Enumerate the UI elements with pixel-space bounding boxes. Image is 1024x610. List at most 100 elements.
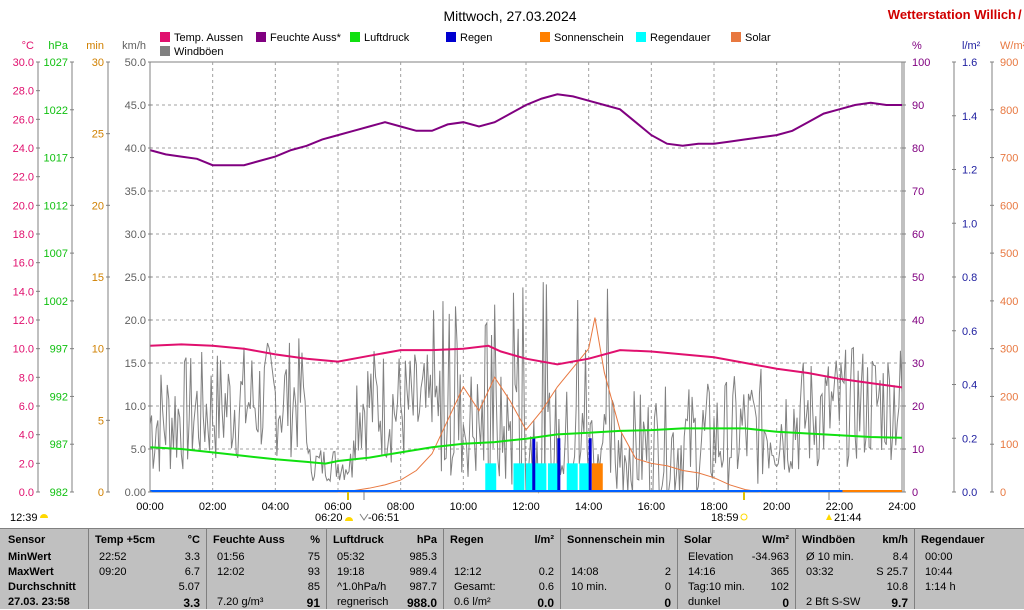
stats-column: Feuchte Auss% 01:56 75 12:02 93 85 7.20 g/m³ 91 [206, 529, 326, 610]
stats-cell-value: 0.2 [538, 566, 554, 578]
stats-column: Regendauer 00:00 10:44 1:14 h [914, 529, 1024, 609]
axis-tick-label: 1012 [44, 200, 68, 212]
axis-tick-label: 60 [912, 229, 924, 241]
axis-tick-label: 1022 [44, 105, 68, 117]
series-luftdruck [149, 427, 903, 465]
axis-tick-label: 30 [912, 358, 924, 370]
stats-cell-value: 6.7 [184, 566, 200, 578]
series-feuchteauss [149, 93, 902, 167]
axis-tick-label: 0 [98, 487, 104, 499]
axis-unit-left: km/h [122, 40, 146, 52]
axis-tick-label: 28.0 [13, 86, 34, 98]
stats-cell-value: -34.963 [751, 551, 789, 563]
axis-tick-label: 4.0 [19, 430, 34, 442]
x-tick-label: 02:00 [199, 501, 227, 513]
axis-tick-label: 0.6 [962, 326, 977, 338]
axis-tick-label: 40 [912, 315, 924, 327]
series-layer [149, 93, 903, 494]
bar-regendauer [485, 463, 497, 492]
stats-cell-value: 0 [664, 596, 671, 610]
x-axis: 00:00 02:00 04:00 06:00 08:00 10:00 12:00 14:00… [136, 501, 916, 513]
stats-cell-value: 0.0 [537, 596, 554, 610]
stats-cell-label: 05:32 [337, 551, 365, 563]
stats-column-unit: % [310, 534, 320, 546]
axis-tick-label: 900 [1000, 57, 1018, 69]
stats-cell-label: Ø 10 min. [806, 551, 854, 563]
x-tick-label: 10:00 [450, 501, 478, 513]
axis-tick-label: 35.0 [125, 186, 146, 198]
stats-row-label: MinWert [8, 551, 52, 563]
axis-tick-label: 992 [50, 391, 68, 403]
event-moon: -06:51 [368, 512, 399, 524]
stats-column-header: Temp +5cm [95, 534, 156, 546]
legend-swatch [160, 46, 170, 56]
axis-tick-label: 16.0 [13, 258, 34, 270]
statistics-table: Sensor MinWert MaxWert Durchschnitt 27.03. 2… [0, 528, 1024, 610]
x-tick-label: 24:00 [888, 501, 916, 513]
x-tick-label: 00:00 [136, 501, 164, 513]
axis-tick-label: 20.0 [125, 315, 146, 327]
x-tick-label: 06:00 [324, 501, 352, 513]
legend-swatch [350, 32, 360, 42]
bar-sonnenschein [591, 463, 603, 492]
bar-regendauer [566, 463, 578, 492]
axis-tick-label: 50.0 [125, 57, 146, 69]
axis-tick-label: 982 [50, 487, 68, 499]
axis-tick-label: 0.0 [962, 487, 977, 499]
axis-tick-label: 15 [92, 272, 104, 284]
axis-tick-label: 20 [92, 200, 104, 212]
legend-swatch [160, 32, 170, 42]
axis-tick-label: 25.0 [125, 272, 146, 284]
axis-tick-label: 10.0 [125, 401, 146, 413]
stats-cell-label: Elevation [688, 551, 734, 563]
stats-row-label: Durchschnitt [8, 581, 76, 593]
stats-cell-value: 10.8 [886, 581, 908, 593]
axis-tick-label: 100 [912, 57, 930, 69]
stats-row-label: MaxWert [8, 566, 54, 578]
legend-swatch [256, 32, 266, 42]
stats-cell-label: 14:08 [571, 566, 599, 578]
sun-icon [40, 514, 48, 518]
axis-tick-label: 30 [92, 57, 104, 69]
stats-row-label: Sensor [8, 534, 46, 546]
legend-swatch [731, 32, 741, 42]
bar-regendauer [535, 463, 547, 492]
stats-cell-label: 1:14 h [925, 581, 956, 593]
x-tick-label: 16:00 [638, 501, 666, 513]
stats-column-header: Sonnenschein min [567, 534, 665, 546]
axis-tick-label: 700 [1000, 153, 1018, 165]
station-title[interactable]: Wetterstation Willich [888, 7, 1016, 22]
stats-cell-label: 10 min. [571, 581, 608, 593]
stats-cell-label: Gesamt: [454, 581, 496, 593]
stats-cell-value: 985.3 [409, 551, 437, 563]
chart-legend: Temp. Aussen Feuchte Auss* Luftdruck Regen S… [160, 32, 771, 58]
legend-label: Sonnenschein [554, 32, 624, 44]
axis-tick-label: 45.0 [125, 100, 146, 112]
legend-label: Feuchte Auss* [270, 32, 342, 44]
bar-regen [557, 438, 561, 492]
stats-cell-label: 10:44 [925, 566, 953, 578]
stats-cell-label: 12:02 [217, 566, 245, 578]
stats-cell-label: dunkel [688, 596, 721, 608]
axis-tick-label: 0.00 [125, 487, 146, 499]
bar-regendauer [526, 463, 537, 492]
axis-tick-label: 80 [912, 143, 924, 155]
event-sunrise: 06:20 [315, 512, 343, 524]
stats-column-unit: hPa [416, 534, 437, 546]
axis-tick-label: 70 [912, 186, 924, 198]
bar-regen [532, 438, 536, 492]
event-sunset: 18:59 [711, 512, 739, 524]
stats-column-header: Regen [450, 534, 484, 546]
stats-column-header: Solar [684, 534, 712, 546]
stats-column: Windböen km/h Ø 10 min. 8.4 03:32 S 25.7 10.8 2… [795, 529, 914, 610]
legend-label: Regen [460, 32, 492, 44]
axis-tick-label: 8.0 [19, 372, 34, 384]
axis-tick-label: 987 [50, 439, 68, 451]
x-tick-label: 04:00 [262, 501, 290, 513]
axis-tick-label: 997 [50, 344, 68, 356]
event-moon2: 21:44 [834, 512, 862, 524]
stats-cell-label: 00:00 [925, 551, 953, 563]
axis-tick-label: 0.2 [962, 433, 977, 445]
stats-cell-value: 9.7 [891, 596, 908, 610]
stats-cell-label: Tag:10 min. [688, 581, 745, 593]
